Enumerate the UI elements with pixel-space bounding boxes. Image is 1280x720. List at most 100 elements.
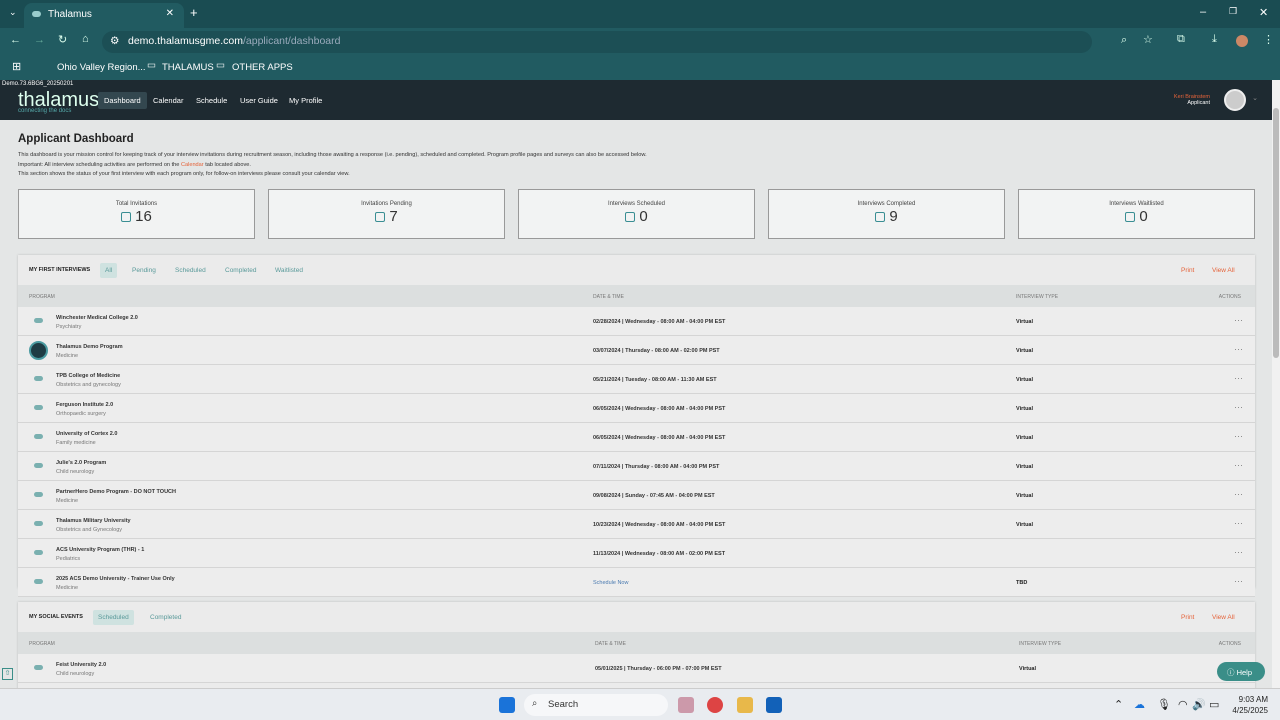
clock[interactable]: 9:03 AM 4/25/2025 [1232,694,1268,716]
view-all-button[interactable]: View All [1212,614,1235,621]
program-name[interactable]: Thalamus Demo Program [56,344,123,350]
table-row[interactable]: Winchester Medical College 2.0 Psychiatr… [18,307,1255,336]
zoom-icon[interactable]: ⌕ [1121,34,1128,46]
filter-all[interactable]: All [100,263,118,278]
site-info-icon[interactable]: ⚙ [110,35,120,47]
chrome-icon[interactable] [707,697,723,713]
stat-card[interactable]: Interviews Waitlisted 0 [1018,189,1255,239]
program-name[interactable]: Thalamus Military University [56,518,131,524]
filter-completed[interactable]: Completed [225,267,257,274]
table-row[interactable]: University of Cortex 2.0 Family medicine… [18,423,1255,452]
program-name[interactable]: 2025 ACS Demo University - Trainer Use O… [56,576,175,582]
forward-icon[interactable]: → [34,34,45,46]
more-actions-icon[interactable]: ⋯ [1234,460,1243,470]
program-name[interactable]: ACS University Program (THR) - 1 [56,547,145,553]
program-name[interactable]: TPB College of Medicine [56,373,121,379]
program-name[interactable]: Ferguson Institute 2.0 [56,402,114,408]
minimize-icon[interactable]: – [1200,6,1207,18]
filter-scheduled[interactable]: Scheduled [175,267,206,274]
filter-pending[interactable]: Pending [132,267,156,274]
more-actions-icon[interactable]: ⋯ [1234,547,1243,557]
more-actions-icon[interactable]: ⋯ [1234,402,1243,412]
interview-type: Virtual [1016,435,1034,441]
print-button[interactable]: Print [1181,267,1195,274]
nav-user-guide[interactable]: User Guide [240,96,278,105]
tab-list-chevron-icon[interactable]: ⌄ [9,7,17,17]
more-actions-icon[interactable]: ⋯ [1234,489,1243,499]
program-name[interactable]: PartnerHero Demo Program - DO NOT TOUCH [56,489,177,495]
volume-icon[interactable]: 🔊 [1192,699,1206,711]
bookmark-thalamus[interactable]: THALAMUS [162,62,214,73]
program-name[interactable]: University of Cortex 2.0 [56,431,118,437]
table-row[interactable]: TPB College of Medicine Obstetrics and g… [18,365,1255,394]
file-explorer-icon[interactable] [737,697,753,713]
close-tab-icon[interactable]: ✕ [165,8,174,19]
reload-icon[interactable]: ↻ [58,34,68,46]
schedule-now-link[interactable]: Schedule Now [593,580,629,586]
scrollbar-thumb[interactable] [1273,108,1279,358]
help-button[interactable]: ⓘ Help [1217,662,1265,681]
menu-icon[interactable]: ⋮ [1263,34,1274,46]
thalamus-logo[interactable]: thalamus connecting the docs [18,89,99,114]
profile-icon[interactable] [1236,35,1248,47]
close-window-icon[interactable]: ✕ [1259,7,1269,19]
table-row[interactable]: ACS University Program (THR) - 1 Pediatr… [18,539,1255,568]
program-name[interactable]: Winchester Medical College 2.0 [56,315,138,321]
bookmark-star-icon[interactable]: ☆ [1143,34,1153,46]
more-actions-icon[interactable]: ⋯ [1234,518,1243,528]
filter-waitlisted[interactable]: Waitlisted [275,267,303,274]
battery-icon[interactable]: ▭ [1209,699,1220,711]
chevron-down-icon[interactable]: ⌄ [1252,95,1258,102]
stat-card[interactable]: Interviews Completed 9 [768,189,1005,239]
new-tab-icon[interactable]: + [190,5,198,20]
print-button[interactable]: Print [1181,614,1195,621]
home-icon[interactable]: ⌂ [82,33,89,45]
onedrive-icon[interactable]: ☁ [1134,699,1145,711]
tray-chevron-icon[interactable]: ⌃ [1114,699,1124,711]
table-row[interactable]: Thalamus Military University Obstetrics … [18,510,1255,539]
nav-schedule[interactable]: Schedule [196,96,228,105]
stat-card[interactable]: Total Invitations 16 [18,189,255,239]
calendar-link[interactable]: Calendar [180,161,204,168]
microphone-icon[interactable]: 🎙 [1157,699,1171,711]
table-row[interactable]: Thalamus Demo Program Medicine 03/07/202… [18,336,1255,365]
more-actions-icon[interactable]: ⋯ [1234,344,1243,354]
download-icon[interactable]: ⤓ [1212,33,1217,45]
accessibility-icon[interactable]: ⇧ [2,668,13,680]
more-actions-icon[interactable]: ⋯ [1234,576,1243,586]
taskbar-search[interactable]: ⌕ Search [524,694,668,716]
more-actions-icon[interactable]: ⋯ [1234,315,1243,325]
browser-tab[interactable]: Thalamus ✕ [24,3,184,28]
table-row[interactable]: Julie's 2.0 Program Child neurology 07/1… [18,452,1255,481]
outlook-icon[interactable] [766,697,782,713]
extensions-icon[interactable]: ⧉ [1177,33,1185,45]
nav-my-profile[interactable]: My Profile [289,96,323,105]
restore-icon[interactable]: ❐ [1229,6,1238,16]
program-name[interactable]: Julie's 2.0 Program [56,460,107,466]
bookmark-ohio-valley[interactable]: Ohio Valley Region... [57,62,146,73]
apps-grid-icon[interactable]: ⊞ [12,61,22,73]
nav-dashboard[interactable]: Dashboard [98,92,147,109]
filter-scheduled[interactable]: Scheduled [93,610,134,625]
more-actions-icon[interactable]: ⋯ [1234,431,1243,441]
windows-start-icon[interactable] [499,697,515,713]
table-row[interactable]: Ferguson Institute 2.0 Orthopaedic surge… [18,394,1255,423]
page-scrollbar[interactable] [1272,80,1280,688]
table-row[interactable]: 2025 ACS Demo University - Trainer Use O… [18,568,1255,597]
filter-completed[interactable]: Completed [150,614,182,621]
slack-icon[interactable] [678,697,694,713]
back-icon[interactable]: ← [10,34,21,46]
table-row[interactable]: PartnerHero Demo Program - DO NOT TOUCH … [18,481,1255,510]
nav-calendar[interactable]: Calendar [153,96,184,105]
wifi-icon[interactable]: ◠ [1178,699,1188,711]
url-input[interactable]: ⚙ demo.thalamusgme.com/applicant/dashboar… [102,31,1092,53]
stat-card[interactable]: Interviews Scheduled 0 [518,189,755,239]
view-all-button[interactable]: View All [1212,267,1235,274]
table-row[interactable]: Feist University 2.0 Child neurology 05/… [18,654,1255,683]
program-name[interactable]: Feist University 2.0 [56,662,107,668]
more-actions-icon[interactable]: ⋯ [1234,373,1243,383]
stat-card[interactable]: Invitations Pending 7 [268,189,505,239]
avatar[interactable] [1224,89,1246,111]
bookmark-other-apps[interactable]: OTHER APPS [232,62,293,73]
user-menu[interactable]: Keri Brainstem Applicant [1174,94,1210,106]
